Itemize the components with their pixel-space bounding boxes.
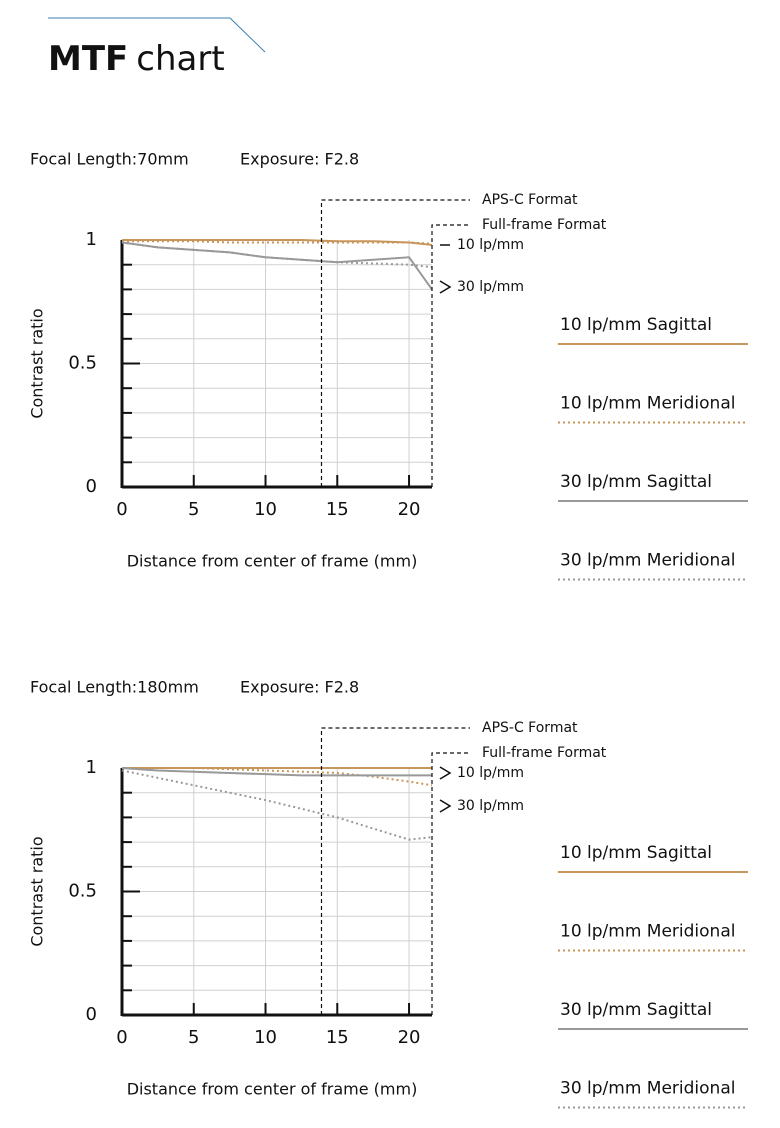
x-tick-label: 15 [326,1027,349,1048]
format-label: Full-frame Format [482,745,607,761]
x-tick-label: 15 [326,499,349,520]
format-label: Full-frame Format [482,217,607,233]
title-bold: MTF [48,39,128,79]
y-tick-label: 0.5 [68,353,97,374]
y-tick-label: 1 [86,229,97,250]
x-tick-label: 20 [398,499,421,520]
y-tick-label: 0 [86,476,97,497]
y-tick-label: 0 [86,1004,97,1025]
format-label: APS-C Format [482,720,578,736]
y-axis-label: Contrast ratio [28,308,47,418]
legend-label: 10 lp/mm Meridional [560,394,735,414]
legend-label: 30 lp/mm Sagittal [560,472,712,492]
line-label: 30 lp/mm [457,279,524,295]
format-line [320,727,470,1015]
subtitle: Focal Length:70mm [30,150,189,169]
x-tick-label: 5 [188,1027,199,1048]
series-line [121,769,433,841]
x-axis-label: Distance from center of frame (mm) [127,1080,418,1099]
label-marker [439,799,452,813]
legend-label: 10 lp/mm Sagittal [560,843,712,863]
label-marker [439,766,452,780]
format-line [431,752,470,1015]
title-rest: chart [136,39,224,79]
series-line [121,241,433,269]
y-axis-label: Contrast ratio [28,836,47,946]
series-line [122,239,433,246]
x-tick-label: 0 [116,1027,127,1048]
series-line [122,767,433,787]
series-line [121,241,433,290]
format-label: APS-C Format [482,192,578,208]
line-label: 30 lp/mm [457,798,524,814]
x-tick-label: 10 [254,1027,277,1048]
x-tick-label: 5 [188,499,199,520]
header-rule [48,17,266,53]
x-tick-label: 20 [398,1027,421,1048]
series-line [122,240,433,245]
format-line [320,199,470,487]
x-tick-label: 10 [254,499,277,520]
legend-label: 30 lp/mm Sagittal [560,1000,712,1020]
y-tick-label: 1 [86,757,97,778]
x-axis-label: Distance from center of frame (mm) [127,552,418,571]
y-tick-label: 0.5 [68,881,97,902]
line-label: 10 lp/mm [457,765,524,781]
label-marker [439,280,452,294]
subtitle: Focal Length:180mm [30,678,199,697]
legend-label: 10 lp/mm Meridional [560,922,735,942]
format-line [431,224,470,487]
legend-label: 10 lp/mm Sagittal [560,315,712,335]
exposure: Exposure: F2.8 [240,150,359,169]
line-label: 10 lp/mm [457,237,524,253]
exposure: Exposure: F2.8 [240,678,359,697]
x-tick-label: 0 [116,499,127,520]
series-line [121,767,432,777]
page-title: MTF chart [48,39,225,79]
legend-label: 30 lp/mm Meridional [560,551,735,571]
legend-label: 30 lp/mm Meridional [560,1079,735,1099]
